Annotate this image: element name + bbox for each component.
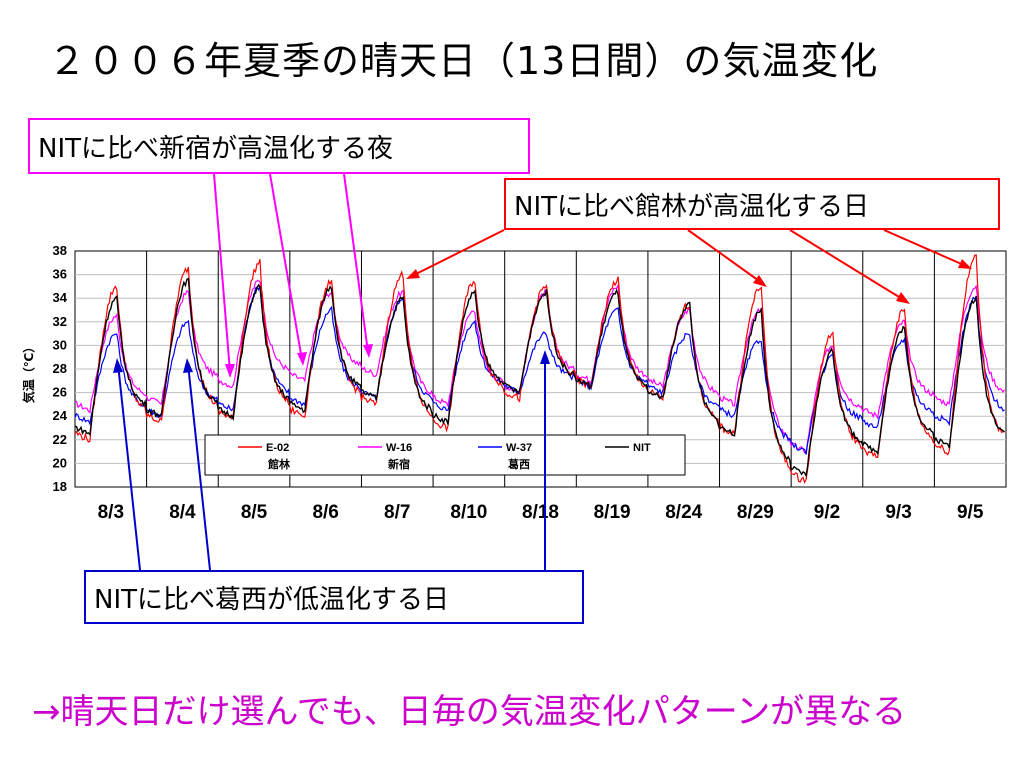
arrow-katsushika-1 [117, 363, 141, 571]
y-tick-label: 32 [53, 314, 67, 329]
callout-arrows [113, 173, 972, 571]
arrow-katsushika-3-head [540, 350, 550, 364]
x-category-label: 8/19 [594, 502, 631, 523]
series-line-w-37 [74, 285, 1005, 455]
series-line-w-16 [74, 279, 1005, 454]
callout-katsushika: NITに比べ葛西が低温化する日 [84, 570, 584, 624]
series-line-e-02 [74, 254, 1005, 484]
page-title: ２００６年夏季の晴天日（13日間）の気温変化 [48, 39, 879, 83]
x-category-label: 9/2 [814, 502, 840, 523]
y-tick-labels: 18 20 22 24 26 28 30 32 34 36 38 [53, 243, 68, 494]
arrow-shinjuku-3-head [363, 344, 373, 358]
x-category-label: 8/18 [522, 502, 559, 523]
arrow-shinjuku-1 [213, 173, 231, 373]
arrow-tatebayashi-2 [687, 229, 763, 284]
y-tick-label: 28 [53, 361, 67, 376]
legend-sublabel: 葛西 [507, 457, 530, 471]
arrow-tatebayashi-1 [411, 229, 505, 277]
conclusion-text: →晴天日だけ選んでも、日毎の気温変化パターンが異なる [32, 692, 907, 732]
legend-label: W-16 [386, 442, 412, 454]
y-tick-label: 30 [53, 337, 67, 352]
arrow-katsushika-2 [187, 363, 211, 571]
series-lines [74, 254, 1005, 484]
legend: E-02 館林 W-16 新宿 W-37 葛西 NIT [204, 434, 686, 476]
arrow-shinjuku-2-head [297, 352, 307, 366]
legend-sublabel: 新宿 [388, 457, 410, 471]
x-category-label: 8/24 [665, 502, 702, 523]
y-tick-label: 38 [53, 243, 67, 258]
y-tick-label: 20 [53, 455, 67, 470]
x-category-label: 8/4 [169, 502, 196, 523]
x-category-labels: 8/3 8/4 8/5 8/6 8/7 8/10 8/18 8/19 8/24 8/29 9/2 9/… [98, 502, 984, 523]
arrow-tatebayashi-3-head [896, 292, 910, 304]
x-category-label: 9/3 [885, 502, 911, 523]
y-axis-label: 気温（℃） [21, 341, 36, 404]
arrow-tatebayashi-4-head [958, 259, 972, 269]
arrow-shinjuku-3 [343, 173, 369, 353]
callout-shinjuku: NITに比べ新宿が高温化する夜 [28, 118, 530, 174]
arrow-tatebayashi-3 [789, 229, 905, 301]
legend-label: E-02 [266, 442, 289, 454]
callout-tatebayashi: NITに比べ館林が高温化する日 [504, 178, 1000, 230]
x-category-label: 8/7 [384, 502, 410, 523]
x-category-label: 8/10 [450, 502, 487, 523]
arrow-tatebayashi-1-head [406, 269, 420, 279]
y-tick-label: 22 [53, 432, 67, 447]
arrow-katsushika-2-head [183, 358, 193, 373]
y-tick-label: 18 [53, 479, 67, 494]
arrow-katsushika-1-head [113, 358, 123, 373]
x-category-label: 8/5 [241, 502, 268, 523]
arrow-shinjuku-1-head [225, 364, 235, 378]
legend-sublabel: 館林 [267, 457, 290, 471]
x-category-label: 8/6 [312, 502, 338, 523]
y-tick-label: 34 [53, 290, 68, 305]
arrow-shinjuku-2 [269, 173, 303, 361]
series-line-nit [74, 277, 1005, 478]
x-category-label: 8/3 [98, 502, 124, 523]
legend-label: W-37 [506, 442, 532, 454]
arrow-tatebayashi-4 [883, 229, 967, 267]
y-tick-label: 36 [53, 267, 67, 282]
arrow-tatebayashi-2-head [753, 275, 767, 287]
legend-box [204, 434, 686, 476]
x-category-label: 8/29 [737, 502, 774, 523]
legend-label: NIT [633, 442, 651, 454]
x-category-label: 9/5 [957, 502, 984, 523]
y-tick-label: 26 [53, 385, 67, 400]
y-tick-label: 24 [53, 408, 68, 423]
